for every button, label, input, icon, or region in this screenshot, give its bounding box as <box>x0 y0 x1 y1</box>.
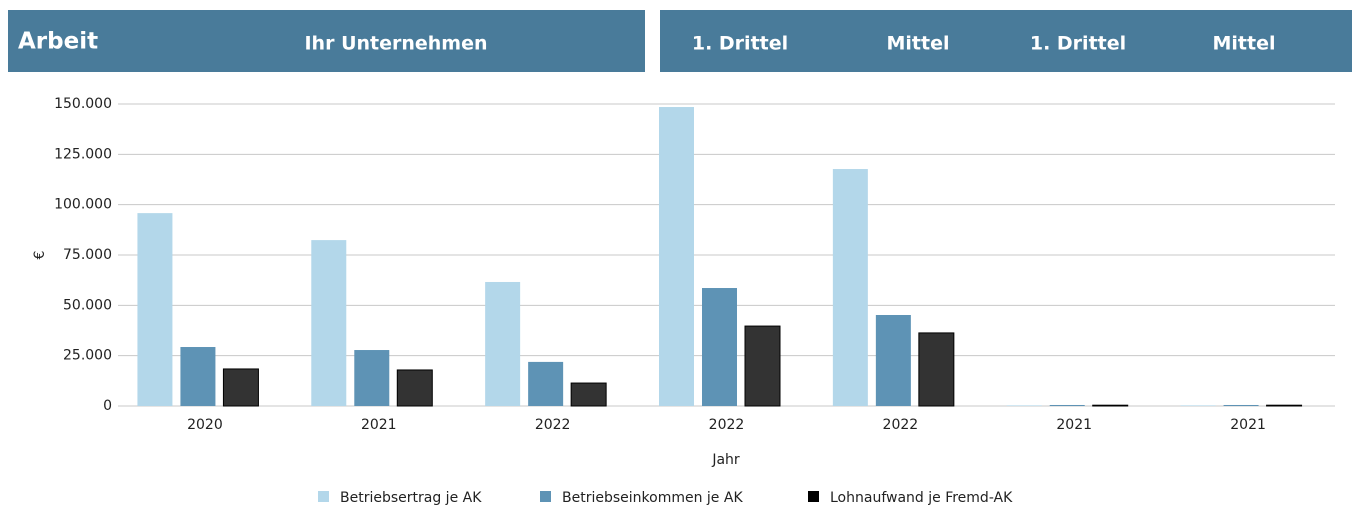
y-axis-label: € <box>32 251 48 260</box>
x-axis-label: Jahr <box>711 452 740 468</box>
bar <box>1006 405 1042 406</box>
y-tick-label: 100.000 <box>54 197 112 213</box>
header-right <box>660 10 1352 72</box>
bar <box>875 314 911 406</box>
bar <box>702 288 737 406</box>
bar <box>1266 404 1303 407</box>
x-tick-label: 2022 <box>535 417 571 433</box>
bar <box>137 213 173 406</box>
legend-label: Lohnaufwand je Fremd-AK <box>830 490 1013 506</box>
bar <box>485 281 521 406</box>
bar <box>832 169 868 406</box>
bar <box>744 325 781 407</box>
bar <box>311 240 347 406</box>
bar <box>570 382 607 407</box>
x-tick-label: 2021 <box>361 417 397 433</box>
y-tick-label: 25.000 <box>63 348 112 364</box>
legend-swatch <box>318 491 329 502</box>
legend-label: Betriebseinkommen je AK <box>562 490 743 506</box>
header-title: Arbeit <box>18 29 98 55</box>
bar <box>1049 404 1085 406</box>
legend-swatch <box>540 491 551 502</box>
bar <box>528 361 564 406</box>
y-tick-label: 125.000 <box>54 146 112 162</box>
legend-swatch <box>808 491 819 502</box>
bar <box>354 350 390 406</box>
header-label: 1. Drittel <box>1030 33 1126 55</box>
bar <box>1180 405 1216 406</box>
header-label: Mittel <box>887 33 950 55</box>
bar <box>180 347 216 406</box>
x-tick-label: 2021 <box>1230 417 1266 433</box>
y-tick-label: 150.000 <box>54 96 112 112</box>
y-tick-label: 75.000 <box>63 247 112 263</box>
header-label: Mittel <box>1213 33 1276 55</box>
bar <box>659 107 694 407</box>
bar <box>918 332 955 407</box>
header-label: 1. Drittel <box>692 33 788 55</box>
y-tick-label: 0 <box>103 398 112 414</box>
bar <box>396 369 433 407</box>
header-label: Ihr Unternehmen <box>304 33 487 55</box>
header-left <box>8 10 645 72</box>
x-tick-label: 2022 <box>709 417 745 433</box>
bar <box>222 368 259 407</box>
x-tick-label: 2020 <box>187 417 223 433</box>
bar <box>1223 404 1259 406</box>
x-tick-label: 2021 <box>1056 417 1092 433</box>
bar <box>1092 404 1129 407</box>
legend-label: Betriebsertrag je AK <box>340 490 482 506</box>
x-tick-label: 2022 <box>883 417 919 433</box>
y-tick-label: 50.000 <box>63 297 112 313</box>
